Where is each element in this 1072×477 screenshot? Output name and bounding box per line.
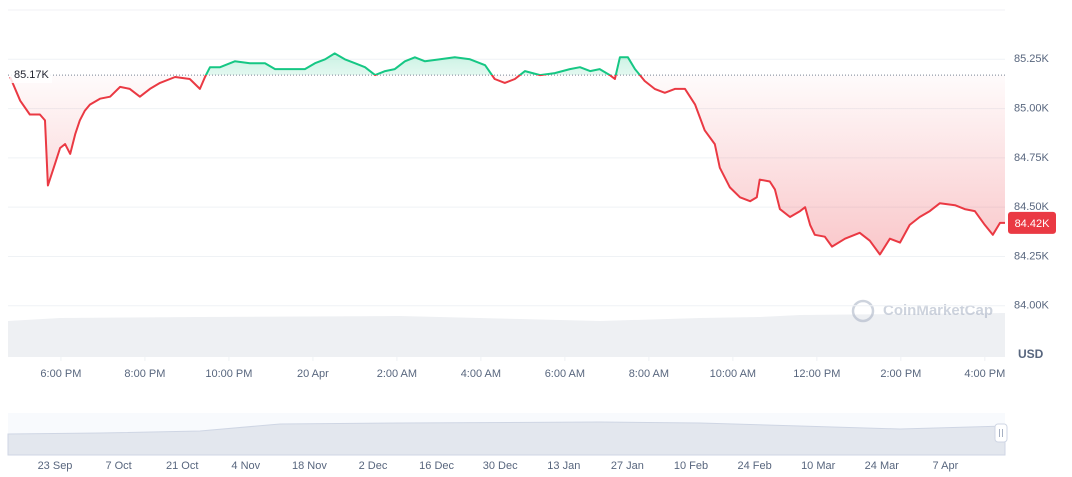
watermark-logo [851, 299, 875, 323]
current-price-badge [1008, 211, 1056, 234]
navigator-label: 16 Dec [419, 460, 454, 472]
volume-area [8, 313, 1005, 357]
x-tick-label: 2:00 PM [880, 368, 921, 380]
navigator-label: 4 Nov [231, 460, 260, 472]
navigator-label: 23 Sep [38, 460, 73, 472]
navigator-label: 10 Mar [801, 460, 836, 472]
x-tick-label: 10:00 PM [205, 368, 252, 380]
watermark-text: CoinMarketCap [883, 302, 993, 319]
y-tick-label: 85.25K [1014, 53, 1050, 65]
x-tick-label: 2:00 AM [377, 368, 417, 380]
current-price-label: 84.42K [1015, 218, 1051, 230]
baseline-label-bg [10, 67, 52, 84]
x-tick-label: 8:00 PM [124, 368, 165, 380]
navigator-label: 21 Oct [166, 460, 198, 472]
x-tick-label: 6:00 PM [40, 368, 81, 380]
navigator-label: 2 Dec [359, 460, 388, 472]
y-axis-label: USD [1018, 347, 1044, 361]
navigator-label: 7 Oct [105, 460, 131, 472]
x-tick-label: 10:00 AM [710, 368, 756, 380]
y-tick-label: 84.25K [1014, 250, 1050, 262]
y-tick-label: 84.00K [1014, 300, 1050, 312]
navigator-area [7, 421, 1006, 456]
price-line [9, 52, 1005, 256]
area-fill [10, 53, 1005, 255]
x-tick-label: 8:00 AM [629, 368, 669, 380]
x-tick-label: 6:00 AM [545, 368, 585, 380]
baseline-label: 85.17K [14, 69, 50, 81]
navigator-label: 24 Mar [865, 460, 900, 472]
navigator-label: 7 Apr [933, 460, 959, 472]
y-tick-label: 84.75K [1014, 152, 1050, 164]
navigator-label: 13 Jan [547, 460, 580, 472]
navigator-label: 10 Feb [674, 460, 708, 472]
navigator-label: 27 Jan [611, 460, 644, 472]
y-tick-label: 85.00K [1014, 102, 1050, 114]
x-tick-label: 4:00 AM [461, 368, 501, 380]
x-tick-label: 20 Apr [297, 368, 329, 380]
x-tick-label: 12:00 PM [793, 368, 840, 380]
plot: 85.25K 85.00K 84.75K 84.50K 84.25K 84.00K 6:00… [8, 52, 1056, 472]
navigator-label: 18 Nov [292, 460, 327, 472]
navigator-handle[interactable] [994, 423, 1008, 443]
navigator-label: 30 Dec [483, 460, 518, 472]
y-tick-label: 84.50K [1014, 201, 1050, 213]
x-tick-label: 4:00 PM [964, 368, 1005, 380]
navigator-label: 24 Feb [737, 460, 771, 472]
